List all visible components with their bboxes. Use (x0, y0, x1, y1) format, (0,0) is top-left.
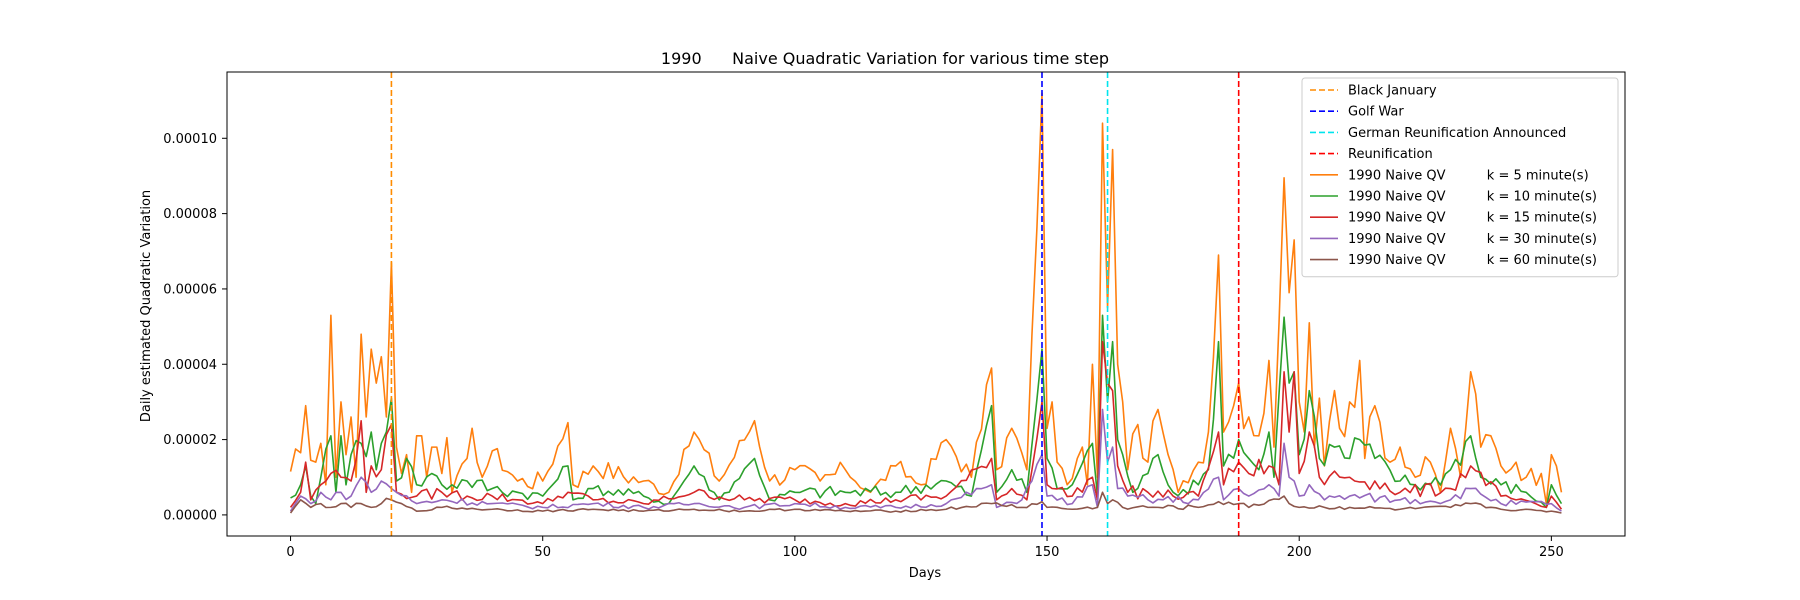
y-tick-label: 0.00004 (163, 358, 217, 373)
y-tick-label: 0.00006 (163, 282, 217, 297)
legend-entry: 1990 Naive QV k = 60 minute(s) (1348, 253, 1597, 268)
legend-entry: 1990 Naive QV k = 5 minute(s) (1348, 168, 1589, 183)
y-tick-label: 0.00010 (163, 132, 217, 147)
legend-entry: 1990 Naive QV k = 10 minute(s) (1348, 190, 1597, 205)
legend-entry: 1990 Naive QV k = 15 minute(s) (1348, 211, 1597, 226)
legend-entry: German Reunification Announced (1348, 126, 1566, 141)
legend-entry: Golf War (1348, 105, 1404, 120)
x-tick-label: 100 (782, 545, 807, 560)
series-line-k4 (289, 408, 1562, 512)
x-tick-label: 200 (1287, 545, 1312, 560)
x-tick-label: 250 (1539, 545, 1564, 560)
legend-entry: Black January (1348, 84, 1437, 99)
series-line-k1 (289, 92, 1563, 505)
series-line-k5 (289, 491, 1562, 514)
y-tick-label: 0.00000 (163, 508, 217, 523)
x-tick-label: 0 (286, 545, 294, 560)
legend: Black January Golf War German Reunificatio… (1301, 77, 1619, 278)
y-axis-label: Daily estimated Quadratic Variation (139, 190, 154, 422)
y-tick-label: 0.00002 (163, 433, 217, 448)
series-line-k3 (289, 340, 1563, 510)
legend-entry: Reunification (1348, 147, 1433, 162)
x-tick-label: 150 (1035, 545, 1060, 560)
series-line-k2 (290, 314, 1563, 509)
x-tick-label: 50 (534, 545, 551, 560)
legend-entry: 1990 Naive QV k = 30 minute(s) (1348, 232, 1597, 247)
chart-title: 1990 Naive Quadratic Variation for vario… (661, 49, 1109, 68)
plot-area: 0 50 100 150 200 250 0.00000 0.00002 0.00004 0.00… (163, 71, 1626, 560)
y-tick-label: 0.00008 (163, 207, 217, 222)
plot-frame (226, 71, 1626, 537)
x-axis-label: Days (909, 566, 942, 581)
legend-box (1301, 77, 1619, 278)
